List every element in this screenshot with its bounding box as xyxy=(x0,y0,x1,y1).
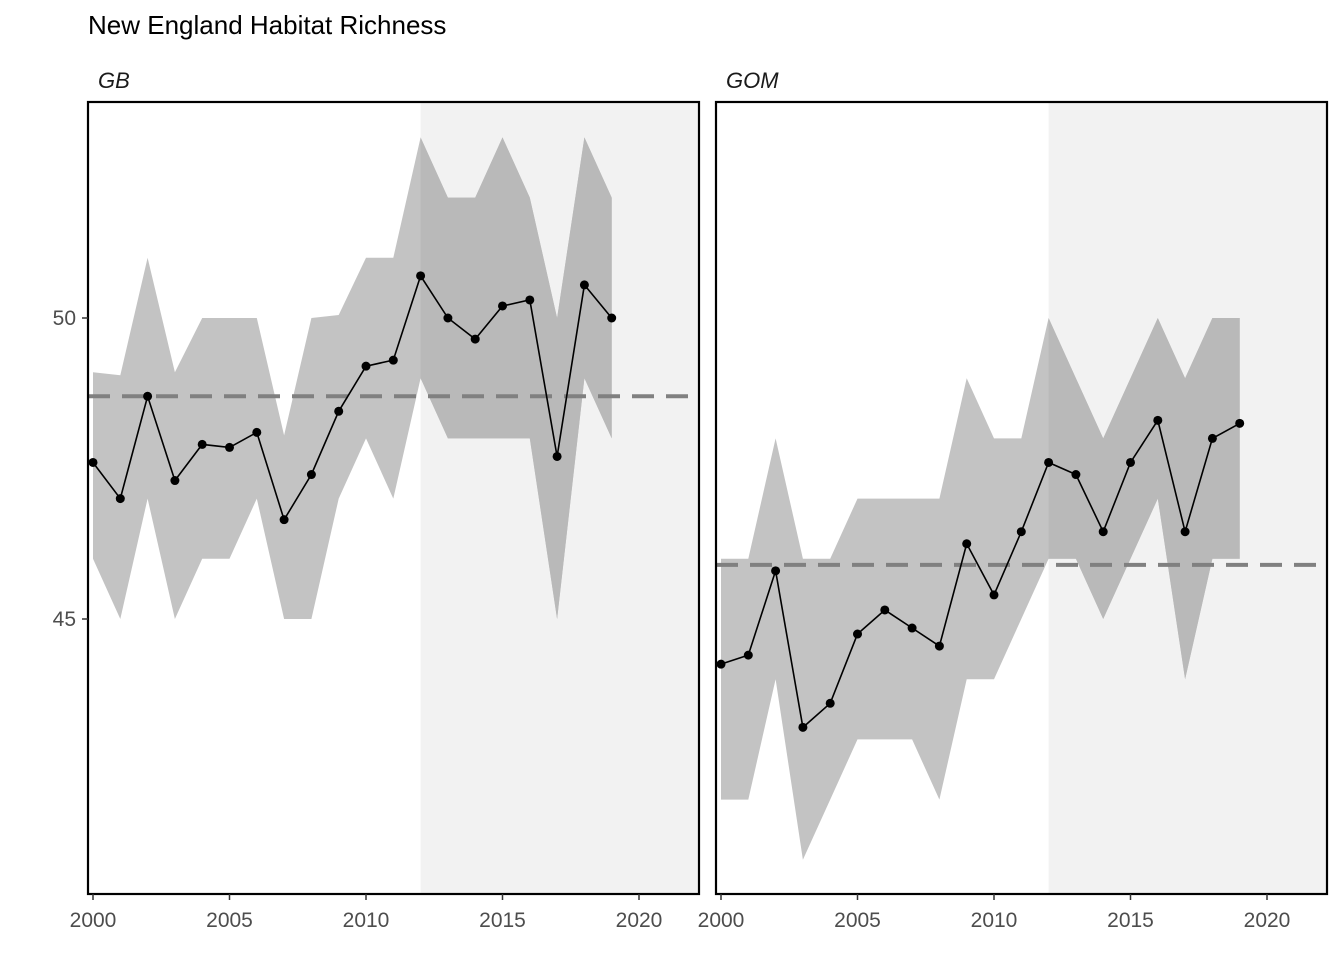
data-point xyxy=(825,698,835,708)
data-point xyxy=(907,623,917,633)
panel-border xyxy=(714,100,1329,896)
data-point xyxy=(197,439,207,449)
band-overlap xyxy=(1048,318,1240,680)
data-point xyxy=(498,301,507,311)
data-point xyxy=(1016,527,1026,537)
panel-gb: GB 2000 2005 2010 2015 2020 45 50 xyxy=(53,68,701,932)
series-line xyxy=(92,274,613,522)
data-point xyxy=(143,391,153,401)
data-point xyxy=(853,629,862,639)
data-point xyxy=(334,406,344,416)
data-point xyxy=(989,590,999,600)
data-point xyxy=(416,271,426,281)
strip-label: GOM xyxy=(726,68,779,93)
chart-title: New England Habitat Richness xyxy=(88,10,447,40)
data-point xyxy=(743,650,753,660)
data-point xyxy=(361,361,371,371)
data-point xyxy=(525,295,535,305)
data-point xyxy=(115,494,125,504)
y-tick-label: 50 xyxy=(53,307,76,330)
data-point xyxy=(962,539,972,549)
data-point xyxy=(1153,415,1163,425)
data-point xyxy=(1235,418,1245,428)
data-point xyxy=(1044,457,1054,467)
band-overlap xyxy=(420,137,612,619)
x-tick-label: 2010 xyxy=(343,909,390,932)
data-point xyxy=(1098,527,1108,537)
x-tick-label: 2010 xyxy=(971,909,1018,932)
data-point xyxy=(1126,457,1135,467)
x-tick-label: 2020 xyxy=(1244,909,1291,932)
data-point xyxy=(470,334,480,344)
data-point xyxy=(771,566,781,576)
data-point xyxy=(1180,527,1190,537)
strip-label: GB xyxy=(98,68,130,93)
data-point xyxy=(443,313,453,323)
data-point xyxy=(798,722,808,732)
panel-gom: GOM 2000 2005 2010 2015 2020 xyxy=(698,68,1329,932)
x-tick-label: 2000 xyxy=(70,909,117,932)
x-tick-label: 2005 xyxy=(834,909,881,932)
y-tick-label: 45 xyxy=(53,608,76,631)
x-tick-label: 2015 xyxy=(1107,909,1154,932)
data-point xyxy=(252,427,262,437)
data-point xyxy=(716,659,726,669)
data-point xyxy=(388,355,398,365)
panel-border xyxy=(86,100,701,896)
plot-area xyxy=(88,102,699,894)
data-point xyxy=(1071,470,1081,480)
plot-area xyxy=(716,102,1327,894)
data-point xyxy=(279,515,289,525)
data-point xyxy=(552,451,562,461)
data-point xyxy=(88,457,98,467)
data-point xyxy=(1207,433,1217,443)
series-line xyxy=(720,418,1241,729)
data-point xyxy=(934,641,944,651)
x-tick-label: 2005 xyxy=(206,909,253,932)
data-point xyxy=(170,476,180,486)
data-point xyxy=(306,470,316,480)
data-point xyxy=(880,605,890,615)
data-point xyxy=(579,280,589,290)
x-tick-label: 2000 xyxy=(698,909,745,932)
x-tick-label: 2015 xyxy=(479,909,526,932)
data-point xyxy=(225,442,234,452)
data-point xyxy=(607,313,617,323)
x-tick-label: 2020 xyxy=(616,909,663,932)
